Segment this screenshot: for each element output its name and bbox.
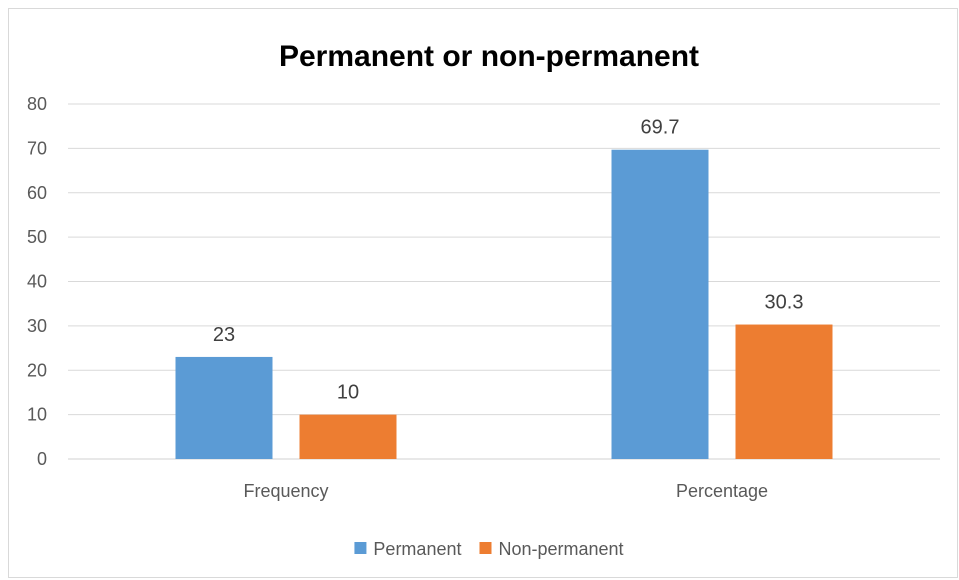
y-tick-label: 50 (27, 227, 47, 247)
bars (175, 149, 833, 460)
bar-non-permanent-percentage (735, 324, 833, 459)
legend-label: Non-permanent (498, 539, 623, 559)
y-tick-label: 40 (27, 272, 47, 292)
data-labels: 23 10 69.7 30.3 (213, 117, 804, 404)
data-label: 69.7 (641, 117, 680, 139)
x-tick-label: Percentage (676, 481, 768, 501)
y-tick-label: 70 (27, 138, 47, 158)
y-tick-label: 20 (27, 360, 47, 380)
legend-item: Non-permanent (479, 539, 624, 559)
y-tick-label: 10 (27, 405, 47, 425)
x-tick-label: Frequency (243, 481, 328, 501)
y-axis-ticks: 0 10 20 30 40 50 60 70 80 (27, 94, 47, 469)
y-tick-label: 60 (27, 183, 47, 203)
data-label: 30.3 (765, 292, 804, 314)
bar-permanent-percentage (611, 149, 709, 460)
bar-non-permanent-frequency (299, 414, 397, 459)
legend: Permanent Non-permanent (354, 539, 624, 559)
legend-item: Permanent (354, 539, 461, 559)
chart-frame (8, 8, 958, 578)
data-label: 10 (337, 382, 359, 404)
bar-permanent-frequency (175, 356, 273, 459)
y-tick-label: 80 (27, 94, 47, 114)
y-tick-label: 30 (27, 316, 47, 336)
legend-label: Permanent (373, 539, 461, 559)
legend-swatch (479, 542, 492, 554)
legend-swatch (354, 542, 367, 554)
data-label: 23 (213, 324, 235, 346)
chart-title: Permanent or non-permanent (279, 40, 699, 73)
x-axis-ticks: Frequency Percentage (243, 481, 768, 501)
y-tick-label: 0 (37, 449, 47, 469)
